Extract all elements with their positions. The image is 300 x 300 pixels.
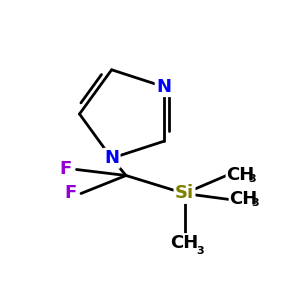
- Text: N: N: [156, 78, 171, 96]
- Text: Si: Si: [175, 184, 194, 202]
- Text: CH: CH: [170, 234, 199, 252]
- Text: N: N: [104, 149, 119, 167]
- Text: 3: 3: [196, 246, 203, 256]
- Text: CH: CH: [230, 190, 258, 208]
- Text: F: F: [64, 184, 76, 202]
- Text: 3: 3: [251, 198, 259, 208]
- Text: F: F: [60, 160, 72, 178]
- Text: 3: 3: [248, 174, 256, 184]
- Text: CH: CH: [226, 167, 255, 184]
